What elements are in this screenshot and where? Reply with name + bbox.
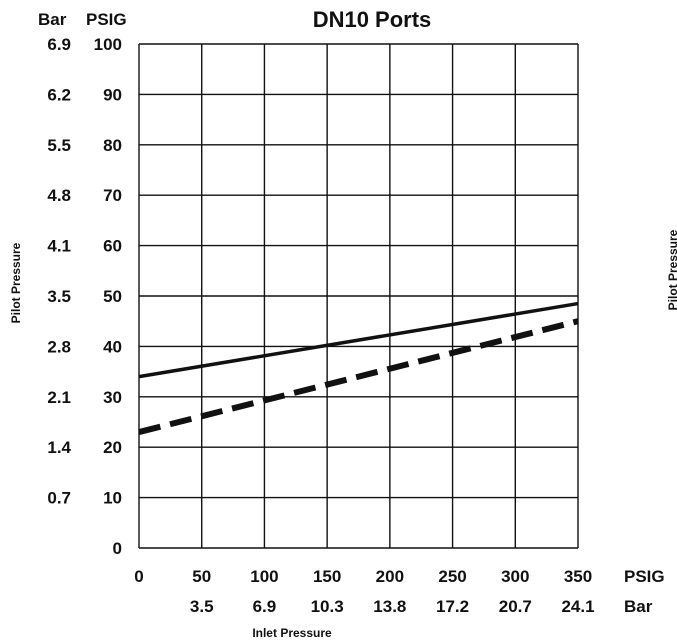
x-unit-psig-label: PSIG [624,567,665,586]
chart-grid [139,44,578,548]
y-tick-psig-50: 50 [103,287,122,306]
chart-series [139,304,578,433]
y-unit-bar-label: Bar [38,10,67,29]
y-tick-bar-4.1: 4.1 [47,237,71,256]
y-tick-bar-2.1: 2.1 [47,388,71,407]
y-tick-psig-10: 10 [103,489,122,508]
x-tick-bar-10.3: 10.3 [311,597,344,616]
y-tick-psig-70: 70 [103,186,122,205]
x-tick-bar-17.2: 17.2 [436,597,469,616]
y-tick-bar-5.5: 5.5 [47,136,71,155]
y-tick-bar-2.8: 2.8 [47,337,71,356]
x-tick-psig-50: 50 [192,567,211,586]
y-tick-psig-40: 40 [103,337,122,356]
y-tick-psig-100: 100 [94,35,122,54]
y-tick-bar-6.9: 6.9 [47,35,71,54]
y-tick-psig-60: 60 [103,237,122,256]
y-tick-psig-90: 90 [103,85,122,104]
y-tick-psig-0: 0 [113,539,122,558]
x-tick-psig-350: 350 [564,567,592,586]
x-tick-psig-250: 250 [438,567,466,586]
y-tick-bar-4.8: 4.8 [47,186,71,205]
edge-axis-label: Pilot Pressure [666,229,677,310]
y-tick-bar-1.4: 1.4 [47,438,71,457]
x-unit-bar-label: Bar [624,597,653,616]
y-tick-psig-80: 80 [103,136,122,155]
x-tick-bar-6.9: 6.9 [253,597,277,616]
y-tick-bar-3.5: 3.5 [47,287,71,306]
x-tick-bar-24.1: 24.1 [561,597,594,616]
series-line-dashed [139,321,578,432]
y-unit-psig-label: PSIG [86,10,127,29]
x-tick-psig-300: 300 [501,567,529,586]
y-tick-psig-20: 20 [103,438,122,457]
x-tick-bar-3.5: 3.5 [190,597,214,616]
x-tick-psig-0: 0 [134,567,143,586]
y-tick-bar-6.2: 6.2 [47,85,71,104]
x-tick-psig-150: 150 [313,567,341,586]
x-tick-psig-200: 200 [376,567,404,586]
x-tick-bar-20.7: 20.7 [499,597,532,616]
y-tick-bar-0.7: 0.7 [47,489,71,508]
y-tick-psig-30: 30 [103,388,122,407]
svg-text:Pilot Pressure: Pilot Pressure [666,229,677,310]
x-axis-label: Inlet Pressure [252,626,332,640]
x-tick-psig-100: 100 [250,567,278,586]
x-tick-labels: 0 50 3.5 100 6.9 150 10.3 200 13.8 250 17.2 300 20.7… [134,567,594,616]
x-tick-bar-13.8: 13.8 [373,597,406,616]
chart-title: DN10 Ports [313,7,432,32]
y-tick-labels: 0 10 0.7 20 1.4 30 2.1 40 2.8 50 3.5 60 4.1 70 4.8 80 5.… [47,35,122,558]
y-axis-label: Pilot Pressure [9,242,23,323]
